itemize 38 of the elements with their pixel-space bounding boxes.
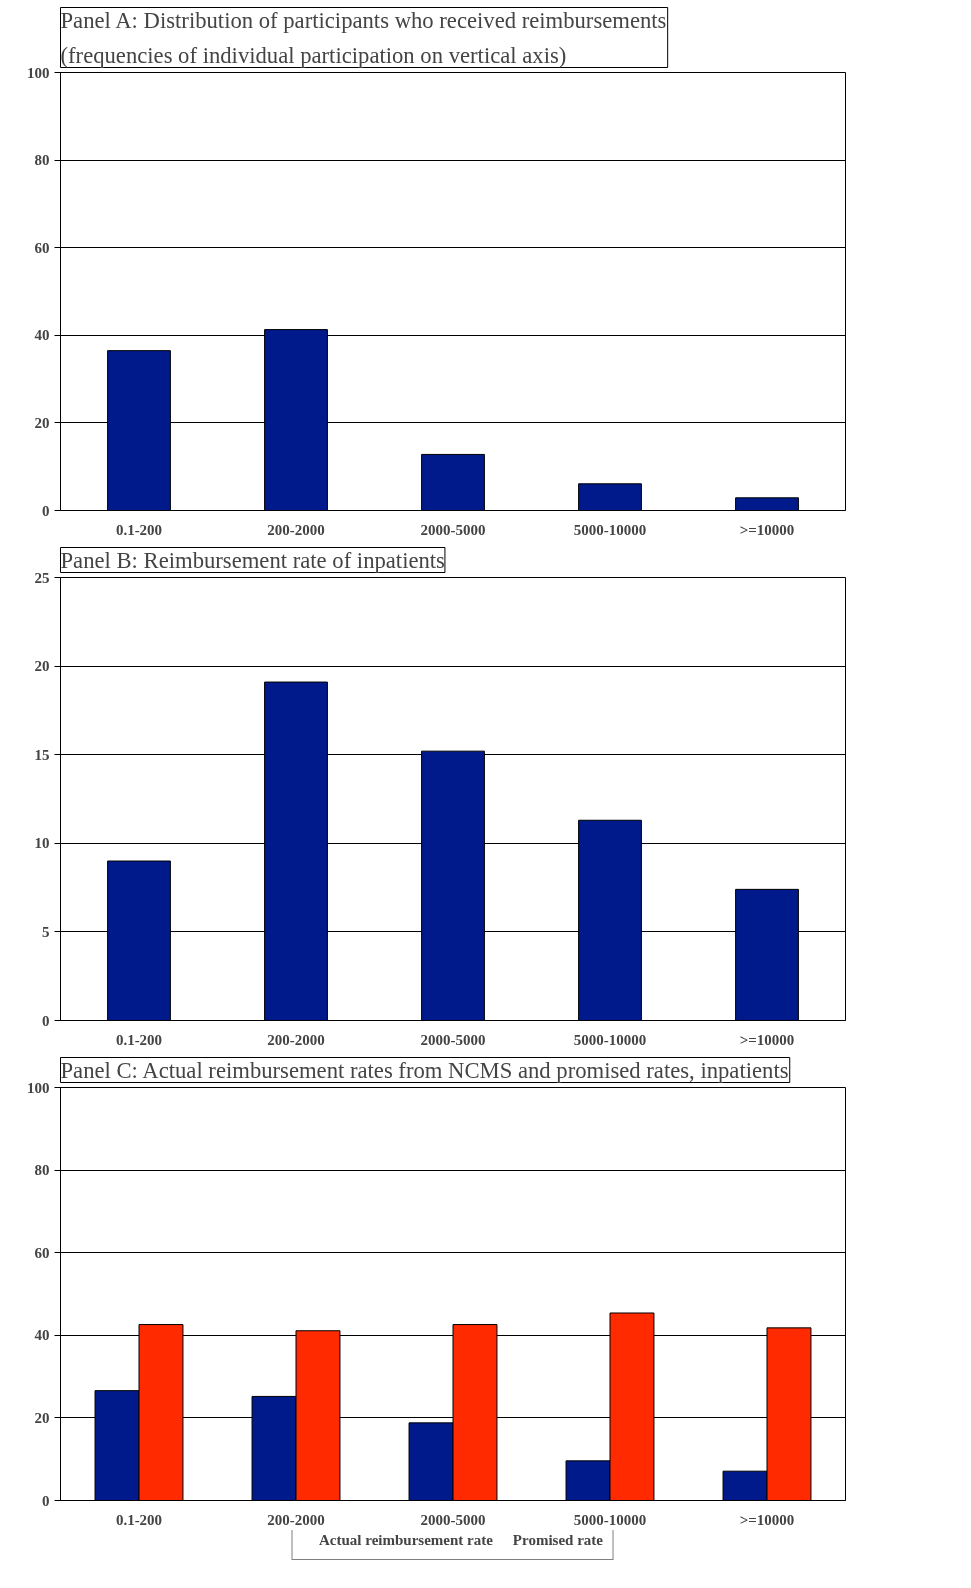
- y-tick-label: 100: [27, 1079, 50, 1096]
- y-tick-label: 20: [34, 1409, 50, 1426]
- y-tick-label: 0: [42, 1492, 50, 1509]
- y-tick-label: 0: [42, 1012, 50, 1029]
- chart-title: Panel C: Actual reimbursement rates from NCMS and promised rates, inpatients: [60, 1057, 789, 1083]
- text: Actual reimbursement rate: [319, 1532, 493, 1549]
- y-tick-label: 100: [27, 64, 50, 81]
- x-tick-label: >=10000: [739, 521, 795, 538]
- y-tick-label: 60: [34, 1244, 50, 1261]
- y-tick-label: 80: [34, 152, 50, 169]
- chart-title: Panel A: Distribution of participants who received reimbursements (frequencies of individual participation on vertical axis): [60, 7, 667, 68]
- chart-title: Panel B: Reimbursement rate of inpatients: [60, 547, 445, 573]
- y-tick-label: 60: [34, 239, 50, 256]
- x-tick-label: 5000-10000: [573, 1031, 647, 1048]
- y-tick-label: 10: [34, 835, 50, 852]
- x-tick-label: 5000-10000: [573, 521, 647, 538]
- y-tick-label: 5: [42, 923, 50, 940]
- x-tick-label: 0.1-200: [115, 1511, 163, 1528]
- x-tick-label: 0.1-200: [115, 1031, 163, 1048]
- text: Promised rate: [512, 1532, 603, 1549]
- x-tick-label: 2000-5000: [420, 521, 486, 538]
- x-tick-label: 5000-10000: [573, 1511, 647, 1528]
- y-tick-label: 25: [34, 569, 50, 586]
- y-tick-label: 80: [34, 1162, 50, 1179]
- x-tick-label: 2000-5000: [420, 1511, 486, 1528]
- x-tick-label: 200-2000: [267, 1031, 325, 1048]
- x-tick-label: 0.1-200: [115, 521, 163, 538]
- x-tick-label: >=10000: [739, 1031, 795, 1048]
- y-tick-label: 40: [34, 1327, 50, 1344]
- y-tick-label: 0: [42, 502, 50, 519]
- x-tick-label: 200-2000: [267, 521, 325, 538]
- x-tick-label: 200-2000: [267, 1511, 325, 1528]
- y-tick-label: 20: [34, 414, 50, 431]
- y-tick-label: 20: [34, 658, 50, 675]
- x-tick-label: >=10000: [739, 1511, 795, 1528]
- y-tick-label: 15: [34, 746, 50, 763]
- x-tick-label: 2000-5000: [420, 1031, 486, 1048]
- y-tick-label: 40: [34, 327, 50, 344]
